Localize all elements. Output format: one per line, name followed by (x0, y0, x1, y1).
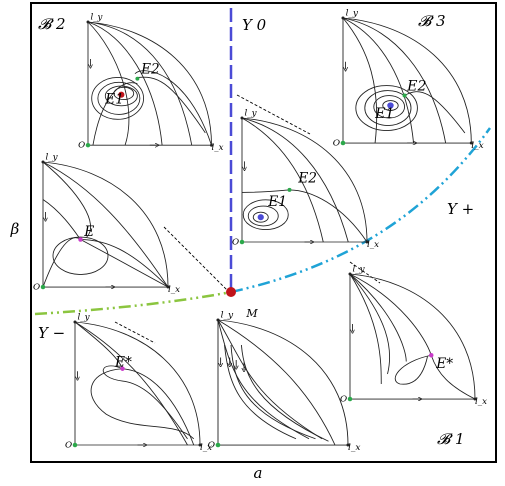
svg-text:l_y: l_y (90, 13, 102, 23)
y-axis-label: β (10, 220, 20, 238)
gamma-minus-label: Υ − (38, 324, 65, 342)
svg-text:l_x: l_x (168, 285, 180, 295)
svg-text:E1: E1 (267, 194, 287, 210)
svg-text:O: O (78, 141, 85, 151)
svg-text:l_x: l_x (475, 397, 487, 407)
svg-text:E2: E2 (297, 171, 317, 187)
svg-text:E2: E2 (406, 79, 426, 95)
gamma-minus-curve (34, 290, 232, 316)
svg-text:l_y: l_y (46, 153, 59, 163)
point-m-label: M (245, 307, 258, 320)
inset-bottom-center: l_y l_x O (208, 311, 361, 453)
svg-text:O: O (65, 441, 72, 451)
region-b1-label: 𝓑 1 (437, 430, 465, 448)
inset-right-mid: l_y l_x O E* (340, 265, 487, 408)
svg-text:E2: E2 (140, 62, 160, 78)
svg-text:l_x: l_x (348, 443, 361, 453)
inset-bottom-left: l_y l_x O E* (65, 313, 212, 453)
svg-text:l_y: l_y (221, 311, 235, 321)
svg-text:O: O (340, 395, 347, 405)
inset-b3-top: l_y l_x O E1 E2 (333, 9, 484, 151)
svg-text:l_y: l_y (78, 313, 90, 323)
svg-text:l_x: l_x (212, 143, 224, 153)
svg-text:l_x: l_x (200, 443, 212, 453)
gamma-plus-curve (230, 127, 492, 294)
inset-left-mid: l_y l_x O E (33, 153, 180, 296)
svg-text:E1: E1 (374, 106, 394, 122)
svg-text:l_y: l_y (353, 265, 366, 275)
svg-text:O: O (33, 283, 40, 293)
region-b3-label: 𝓑 3 (418, 12, 446, 30)
svg-text:l_y: l_y (245, 109, 257, 119)
svg-text:E1: E1 (104, 91, 124, 107)
svg-text:O: O (208, 441, 216, 451)
svg-text:l_y: l_y (346, 9, 359, 19)
svg-text:l_x: l_x (367, 240, 379, 250)
inset-center: l_y l_x O E1 E2 (232, 109, 379, 250)
svg-text:E*: E* (114, 354, 132, 370)
gamma-plus-label: Υ + (447, 200, 474, 218)
gamma0-label: Υ 0 (242, 16, 267, 34)
svg-text:O: O (333, 139, 341, 149)
svg-text:E: E (83, 224, 94, 240)
plot-frame (30, 2, 497, 463)
svg-text:l_x: l_x (471, 141, 483, 151)
svg-text:O: O (232, 238, 239, 248)
x-axis-label: a (254, 464, 263, 482)
svg-text:E*: E* (435, 356, 453, 372)
region-b2-label: 𝓑 2 (38, 15, 66, 33)
point-m (226, 287, 236, 297)
connector-lines (114, 94, 381, 344)
inset-b2-top: l_y l_x O E1 E2 (78, 13, 223, 154)
